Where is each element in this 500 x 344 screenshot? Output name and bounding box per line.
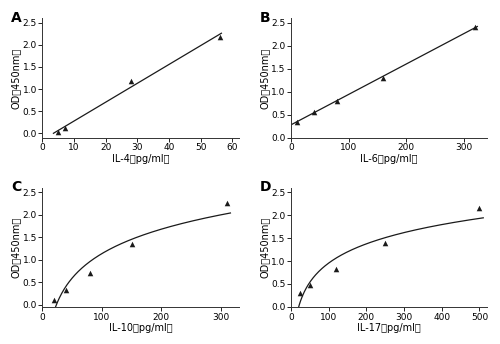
- Y-axis label: OD（450nm）: OD（450nm）: [11, 47, 21, 109]
- Point: [306, 283, 314, 288]
- Point: [128, 241, 136, 247]
- Point: [54, 130, 62, 135]
- Text: C: C: [11, 180, 22, 194]
- Point: [62, 288, 70, 293]
- Point: [476, 205, 484, 211]
- X-axis label: IL-10（pg/ml）: IL-10（pg/ml）: [108, 323, 172, 333]
- Text: D: D: [260, 180, 271, 194]
- Point: [222, 201, 230, 206]
- Point: [381, 240, 389, 245]
- Point: [310, 109, 318, 114]
- Point: [127, 78, 135, 84]
- X-axis label: IL-17（pg/ml）: IL-17（pg/ml）: [357, 323, 421, 333]
- Y-axis label: OD（450nm）: OD（450nm）: [11, 217, 21, 278]
- Point: [472, 24, 480, 29]
- Point: [60, 125, 68, 131]
- Point: [332, 266, 340, 271]
- Point: [296, 290, 304, 296]
- Point: [50, 298, 58, 303]
- Point: [86, 270, 94, 276]
- X-axis label: IL-4（pg/ml）: IL-4（pg/ml）: [112, 154, 170, 164]
- Point: [216, 34, 224, 40]
- Point: [292, 119, 300, 125]
- Y-axis label: OD（450nm）: OD（450nm）: [260, 217, 270, 278]
- Text: A: A: [11, 11, 22, 25]
- X-axis label: IL-6（pg/ml）: IL-6（pg/ml）: [360, 154, 418, 164]
- Y-axis label: OD（450nm）: OD（450nm）: [260, 47, 270, 109]
- Point: [379, 75, 387, 81]
- Text: B: B: [260, 11, 270, 25]
- Point: [333, 98, 341, 104]
